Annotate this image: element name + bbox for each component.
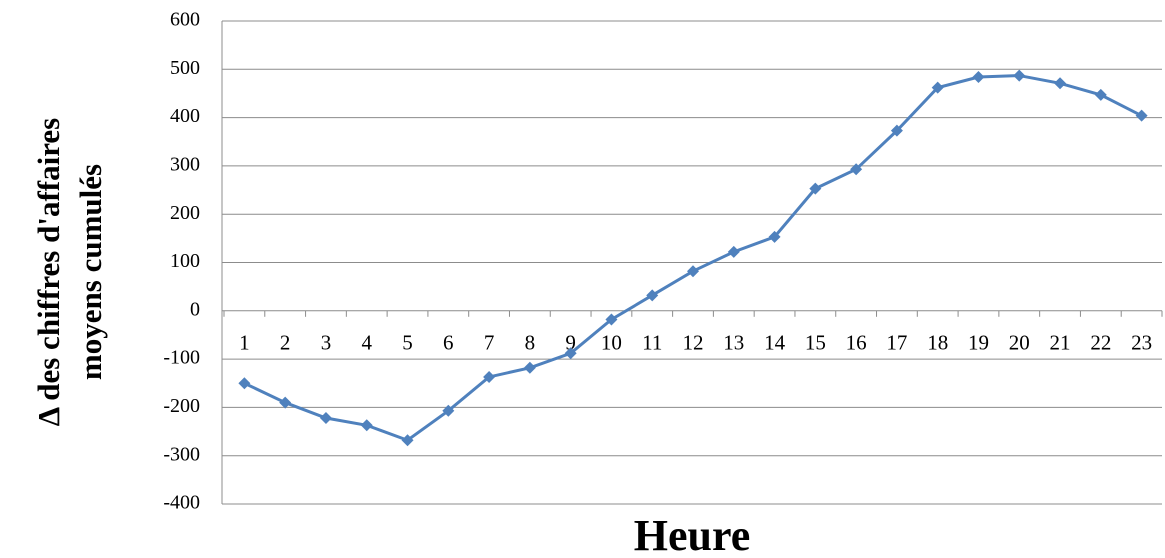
series-line xyxy=(243,74,1143,442)
x-tick-label: 20 xyxy=(1009,331,1030,355)
point-marker xyxy=(238,377,251,390)
x-tick-label: 23 xyxy=(1131,331,1152,355)
y-axis-title-line: moyens cumulés xyxy=(73,164,108,380)
x-tick-label: 15 xyxy=(805,331,826,355)
point-marker xyxy=(646,289,659,302)
point-marker xyxy=(727,245,740,258)
y-tick-label: -100 xyxy=(163,347,200,369)
x-tick-label: 12 xyxy=(683,331,704,355)
point-marker xyxy=(1135,109,1148,122)
y-tick-label: -400 xyxy=(163,492,200,514)
x-axis-title: Heure xyxy=(634,511,751,558)
x-tick-label: 19 xyxy=(968,331,989,355)
x-tick-label: 3 xyxy=(321,331,332,355)
y-tick-label: 300 xyxy=(170,153,200,175)
x-tick-label: 5 xyxy=(402,331,413,355)
x-tick-label: 8 xyxy=(525,331,536,355)
point-marker xyxy=(972,71,985,84)
point-marker xyxy=(809,182,822,195)
point-marker xyxy=(1054,77,1067,90)
x-tick-label: 14 xyxy=(764,331,786,355)
x-tick-label: 17 xyxy=(886,331,907,355)
point-marker xyxy=(564,347,577,360)
x-tick-label: 2 xyxy=(280,331,291,355)
x-tick-label: 7 xyxy=(484,331,495,355)
point-marker xyxy=(319,412,332,425)
x-tick-label: 6 xyxy=(443,331,454,355)
y-tick-label: 100 xyxy=(170,250,200,272)
point-marker xyxy=(1013,69,1026,82)
point-marker xyxy=(605,313,618,326)
y-tick-label: 600 xyxy=(170,9,200,31)
point-marker xyxy=(523,361,536,374)
y-tick-label: 500 xyxy=(170,57,200,79)
point-marker xyxy=(850,163,863,176)
y-tick-label: 400 xyxy=(170,105,200,127)
y-axis-title: Δ des chiffres d'affaires moyens cumulés xyxy=(31,118,108,426)
x-tick-label: 22 xyxy=(1090,331,1111,355)
x-tick-label: 11 xyxy=(642,331,662,355)
point-marker xyxy=(890,124,903,137)
x-tick-label: 13 xyxy=(723,331,744,355)
y-axis-title-line: Δ des chiffres d'affaires xyxy=(31,118,66,426)
x-tick-label: 16 xyxy=(846,331,867,355)
point-marker xyxy=(279,396,292,409)
point-marker xyxy=(1094,88,1107,101)
x-tick-label: 1 xyxy=(239,331,250,355)
point-marker xyxy=(401,434,414,447)
x-tick-label: 18 xyxy=(927,331,948,355)
point-marker xyxy=(931,81,944,94)
point-marker xyxy=(442,404,455,417)
y-tick-label: 0 xyxy=(190,298,200,320)
x-tick-label: 10 xyxy=(601,331,622,355)
point-marker xyxy=(687,265,699,278)
x-tick-label: 9 xyxy=(565,331,576,355)
x-tick-label: 21 xyxy=(1050,331,1071,355)
y-tick-label: -200 xyxy=(163,395,200,417)
point-marker xyxy=(483,370,496,383)
x-tick-label: 4 xyxy=(361,331,372,355)
point-marker xyxy=(360,419,373,432)
y-tick-label: 200 xyxy=(170,202,200,224)
point-marker xyxy=(768,230,781,243)
y-tick-label: -300 xyxy=(163,443,200,465)
